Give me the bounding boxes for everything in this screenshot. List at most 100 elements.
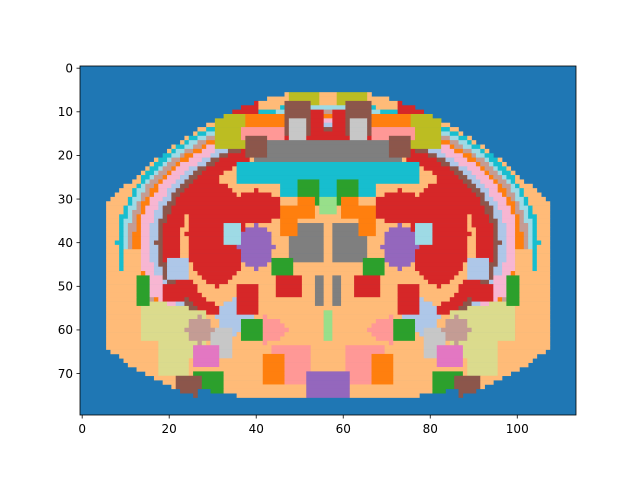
heatmap-cell-run bbox=[158, 170, 168, 176]
heatmap-cell-run bbox=[180, 183, 190, 189]
heatmap-cell-run bbox=[415, 227, 433, 233]
heatmap-cell-run bbox=[214, 327, 233, 333]
heatmap-cell-run bbox=[397, 188, 403, 193]
heatmap-cell-run bbox=[528, 205, 533, 211]
heatmap-cell-run bbox=[106, 201, 129, 206]
heatmap-cell-run bbox=[162, 227, 181, 233]
heatmap-cell-run bbox=[419, 161, 442, 167]
heatmap-cell-run bbox=[132, 231, 142, 237]
heatmap-cell-run bbox=[497, 223, 507, 228]
heatmap-cell-run bbox=[432, 236, 468, 241]
heatmap-cell-run bbox=[162, 266, 168, 272]
heatmap-cell-run bbox=[153, 192, 168, 198]
heatmap-cell-run bbox=[288, 135, 307, 141]
heatmap-cell-run bbox=[280, 105, 285, 110]
heatmap-cell-run bbox=[488, 301, 507, 307]
heatmap-cell-run bbox=[193, 301, 216, 307]
heatmap-cell-run bbox=[384, 253, 416, 259]
heatmap-cell-run bbox=[245, 223, 255, 228]
heatmap-cell-run bbox=[419, 170, 433, 176]
heatmap-cell-run bbox=[502, 214, 516, 219]
heatmap-cell-run bbox=[449, 144, 455, 150]
heatmap-cell-run bbox=[523, 214, 529, 219]
heatmap-cell-run bbox=[336, 201, 342, 206]
heatmap-cell-run bbox=[280, 319, 324, 324]
heatmap-cell-run bbox=[497, 353, 538, 359]
heatmap-cell-run bbox=[415, 249, 468, 254]
heatmap-cell-run bbox=[262, 319, 281, 324]
heatmap-cell-run bbox=[167, 188, 177, 193]
heatmap-cell-run bbox=[314, 205, 320, 211]
heatmap-cell-run bbox=[280, 192, 298, 198]
heatmap-cell-run bbox=[497, 367, 520, 372]
heatmap-cell-run bbox=[454, 380, 481, 385]
heatmap-cell-run bbox=[158, 362, 190, 368]
heatmap-cell-run bbox=[488, 161, 494, 167]
heatmap-cell-run bbox=[258, 266, 272, 272]
heatmap-cell-run bbox=[175, 201, 281, 206]
heatmap-cell-run bbox=[193, 353, 220, 359]
heatmap-cell-run bbox=[528, 214, 538, 219]
heatmap-cell-run bbox=[201, 170, 224, 176]
heatmap-cell-run bbox=[480, 188, 490, 193]
heatmap-cell-run bbox=[467, 319, 516, 324]
heatmap-cell-run bbox=[240, 131, 285, 137]
heatmap-cell-run bbox=[171, 209, 281, 215]
heatmap-cell-run bbox=[180, 227, 190, 233]
heatmap-cell-run bbox=[480, 301, 490, 307]
heatmap-cell-run bbox=[188, 336, 211, 342]
heatmap-cell-run bbox=[240, 262, 246, 267]
heatmap-cell-run bbox=[375, 196, 481, 202]
heatmap-cell-run bbox=[140, 262, 155, 267]
heatmap-cell-run bbox=[480, 375, 503, 381]
heatmap-cell-run bbox=[493, 279, 507, 285]
heatmap-cell-run bbox=[132, 192, 137, 198]
heatmap-cell-run bbox=[227, 148, 242, 154]
heatmap-cell-run bbox=[528, 223, 533, 228]
heatmap-cell-run bbox=[393, 371, 433, 377]
heatmap-cell-run bbox=[388, 148, 411, 154]
heatmap-cell-run bbox=[180, 175, 190, 180]
heatmap-cell-run bbox=[167, 301, 177, 307]
heatmap-cell-run bbox=[493, 284, 507, 289]
heatmap-cell-run bbox=[123, 231, 129, 237]
heatmap-cell-run bbox=[493, 266, 503, 272]
heatmap-cell-run bbox=[188, 367, 264, 372]
heatmap-cell-run bbox=[275, 288, 303, 294]
heatmap-cell-run bbox=[471, 170, 485, 176]
heatmap-cell-run bbox=[510, 179, 516, 185]
heatmap-cell-run bbox=[319, 205, 337, 211]
heatmap-cell-run bbox=[193, 148, 203, 154]
heatmap-cell-run bbox=[375, 214, 468, 219]
heatmap-cell-run bbox=[271, 236, 290, 241]
heatmap-cell-run bbox=[193, 179, 220, 185]
heatmap-cell-run bbox=[223, 384, 307, 390]
heatmap-cell-run bbox=[375, 201, 481, 206]
heatmap-cell-run bbox=[358, 179, 420, 185]
heatmap-cell-run bbox=[388, 340, 394, 346]
heatmap-cell-run bbox=[506, 179, 512, 185]
heatmap-cell-run bbox=[271, 257, 294, 263]
heatmap-cell-run bbox=[236, 393, 307, 398]
heatmap-cell-run bbox=[158, 253, 163, 259]
heatmap-cell-run bbox=[367, 244, 381, 250]
heatmap-cell-run bbox=[127, 205, 137, 211]
heatmap-cell-run bbox=[236, 161, 420, 167]
heatmap-cell-run bbox=[506, 253, 516, 259]
heatmap-cell-run bbox=[106, 314, 142, 320]
heatmap-cell-run bbox=[149, 279, 163, 285]
heatmap-cell-run bbox=[140, 218, 155, 224]
heatmap-cell-run bbox=[471, 214, 490, 219]
heatmap-cell-run bbox=[275, 275, 303, 281]
heatmap-cell-run bbox=[219, 349, 233, 355]
heatmap-cell-run bbox=[158, 358, 190, 363]
heatmap-cell-run bbox=[415, 135, 442, 141]
heatmap-cell-run bbox=[293, 266, 364, 272]
heatmap-cell-run bbox=[175, 196, 281, 202]
heatmap-cell-run bbox=[236, 284, 259, 289]
heatmap-cell-run bbox=[502, 218, 516, 224]
heatmap-cell-run bbox=[493, 231, 498, 237]
y-tick-label: 50 bbox=[58, 280, 73, 294]
heatmap-cell-run bbox=[371, 122, 411, 128]
heatmap-cell-run bbox=[153, 209, 163, 215]
